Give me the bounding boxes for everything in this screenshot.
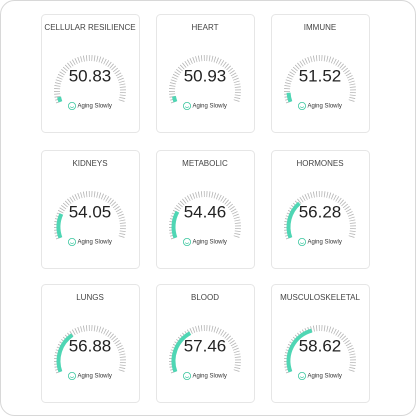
card-bg xyxy=(156,14,255,133)
gauge-value: 54.46 xyxy=(184,202,227,221)
card: HORMONES 56.28 Aging Slowly xyxy=(271,150,370,269)
card-title: MUSCULOSKELETAL xyxy=(280,293,360,302)
gauge-fill xyxy=(286,201,301,239)
status-icon-smile xyxy=(69,242,75,244)
gauge-value: 50.93 xyxy=(184,66,227,85)
card-title: METABOLIC xyxy=(182,159,228,168)
status-label: Aging Slowly xyxy=(308,104,342,110)
gauge-track xyxy=(169,191,241,240)
card: BLOOD 57.46 Aging Slowly xyxy=(156,284,255,403)
gauge-value: 51.52 xyxy=(299,66,342,85)
gauge-value: 57.46 xyxy=(184,336,227,355)
status-label: Aging Slowly xyxy=(193,240,227,246)
card: IMMUNE 51.52 Aging Slowly xyxy=(271,14,370,133)
card-title: IMMUNE xyxy=(304,23,336,32)
status-icon-smile xyxy=(299,242,305,244)
gauge-fill xyxy=(56,333,74,373)
card-title: HORMONES xyxy=(296,159,343,168)
status-label: Aging Slowly xyxy=(193,374,227,380)
card: METABOLIC 54.46 Aging Slowly xyxy=(156,150,255,269)
card-title: CELLULAR RESILIENCE xyxy=(44,23,135,32)
card: KIDNEYS 54.05 Aging Slowly xyxy=(41,150,140,269)
card: LUNGS 56.88 Aging Slowly xyxy=(41,284,140,403)
card: HEART 50.93 Aging Slowly xyxy=(156,14,255,133)
status-label: Aging Slowly xyxy=(193,104,227,110)
gauge-value: 54.05 xyxy=(69,202,112,221)
status-icon xyxy=(68,371,77,380)
gauge-fill xyxy=(286,328,313,373)
status-icon xyxy=(182,237,191,246)
card-bg xyxy=(271,284,370,403)
card-bg xyxy=(156,150,255,269)
gauge-track xyxy=(284,325,356,374)
status-icon xyxy=(68,102,77,111)
status-icon-smile xyxy=(184,106,190,108)
gauge-fill xyxy=(171,210,180,239)
gauge-value: 50.83 xyxy=(69,66,112,85)
status-icon xyxy=(297,371,306,380)
gauge-track xyxy=(54,325,126,374)
gauge-fill xyxy=(171,95,178,103)
gauge-track xyxy=(54,55,126,104)
status-label: Aging Slowly xyxy=(308,240,342,246)
card-bg xyxy=(156,284,255,403)
status-icon xyxy=(182,102,191,111)
card: CELLULAR RESILIENCE 50.83 Aging Slowly xyxy=(41,14,140,133)
gauge-value: 58.62 xyxy=(299,336,342,355)
card-title: BLOOD xyxy=(191,293,219,302)
card-bg xyxy=(41,14,140,133)
status-icon-smile xyxy=(299,106,305,108)
gauge-track xyxy=(284,191,356,240)
status-icon-smile xyxy=(69,376,75,378)
card-bg xyxy=(41,150,140,269)
status-icon-smile xyxy=(184,242,190,244)
gauge-fill xyxy=(171,331,192,373)
card-title: KIDNEYS xyxy=(72,159,107,168)
status-label: Aging Slowly xyxy=(78,374,112,380)
status-icon xyxy=(68,237,77,246)
card-bg xyxy=(271,14,370,133)
gauge-fill xyxy=(286,92,293,103)
gauge-track xyxy=(169,55,241,104)
status-label: Aging Slowly xyxy=(78,240,112,246)
status-icon xyxy=(297,102,306,111)
card-title: LUNGS xyxy=(76,293,104,302)
gauge-track xyxy=(169,325,241,374)
gauge-value: 56.88 xyxy=(69,336,112,355)
card-bg xyxy=(271,150,370,269)
status-icon-smile xyxy=(69,106,75,108)
card: MUSCULOSKELETAL 58.62 Aging Slowly xyxy=(271,284,370,403)
status-label: Aging Slowly xyxy=(308,374,342,380)
gauge-fill xyxy=(56,213,64,239)
card-title: HEART xyxy=(192,23,219,32)
status-icon xyxy=(182,371,191,380)
card-bg xyxy=(41,284,140,403)
gauge-fill xyxy=(57,96,63,103)
status-icon-smile xyxy=(299,376,305,378)
status-icon-smile xyxy=(184,376,190,378)
status-label: Aging Slowly xyxy=(78,104,112,110)
gauge-value: 56.28 xyxy=(299,202,342,221)
gauge-track xyxy=(54,191,126,240)
status-icon xyxy=(297,237,306,246)
gauge-track xyxy=(284,55,356,104)
